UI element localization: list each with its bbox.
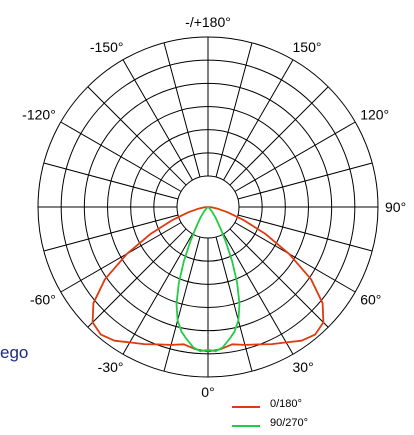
grid-spoke bbox=[223, 59, 294, 181]
angle-label: 120° bbox=[360, 107, 389, 123]
grid-spoke bbox=[215, 42, 253, 178]
legend-swatch-green bbox=[232, 425, 260, 427]
grid-spoke bbox=[87, 86, 187, 186]
legend-swatch-red bbox=[232, 406, 260, 408]
grid-spoke bbox=[229, 86, 329, 186]
grid-spoke bbox=[237, 214, 373, 252]
angle-label: -/+180° bbox=[185, 14, 231, 30]
legend-item-0-180: 0/180° bbox=[232, 397, 412, 416]
grid-spoke bbox=[237, 162, 373, 200]
cut-off-text: ego bbox=[0, 343, 29, 362]
grid-spoke bbox=[122, 59, 193, 181]
grid-spoke bbox=[60, 121, 182, 192]
grid-spoke bbox=[43, 162, 179, 200]
grid-spoke bbox=[122, 233, 193, 355]
grid-spoke bbox=[215, 236, 253, 372]
angle-label: 90° bbox=[385, 199, 406, 215]
legend-label-90-270: 90/270° bbox=[270, 417, 309, 429]
polar-curves bbox=[91, 206, 325, 353]
legend-label-0-180: 0/180° bbox=[270, 398, 302, 410]
angle-label: -30° bbox=[98, 359, 124, 375]
angle-label: -60° bbox=[30, 292, 56, 308]
series-curve-1 bbox=[175, 206, 241, 353]
grid-spoke bbox=[234, 121, 356, 192]
series-curve-0 bbox=[91, 206, 325, 353]
angle-label: 150° bbox=[293, 39, 322, 55]
grid-spoke bbox=[163, 42, 201, 178]
polar-grid bbox=[37, 36, 379, 378]
grid-spoke bbox=[43, 214, 179, 252]
angle-labels: -/+180° 150° 120° 90° 60° 30° 0° -30° -60° -120° -… bbox=[22, 14, 406, 400]
grid-spoke bbox=[60, 222, 182, 293]
grid-spoke bbox=[234, 222, 356, 293]
grid-spoke bbox=[87, 228, 187, 328]
legend: 0/180° 90/270° bbox=[232, 397, 412, 435]
legend-item-90-270: 90/270° bbox=[232, 416, 412, 435]
grid-spoke bbox=[223, 233, 294, 355]
grid-spoke bbox=[163, 236, 201, 372]
angle-label: 30° bbox=[293, 359, 314, 375]
angle-label: 60° bbox=[360, 292, 381, 308]
angle-label: -120° bbox=[22, 107, 56, 123]
angle-label: -150° bbox=[90, 39, 124, 55]
grid-spoke bbox=[229, 228, 329, 328]
angle-label: 0° bbox=[201, 384, 214, 400]
